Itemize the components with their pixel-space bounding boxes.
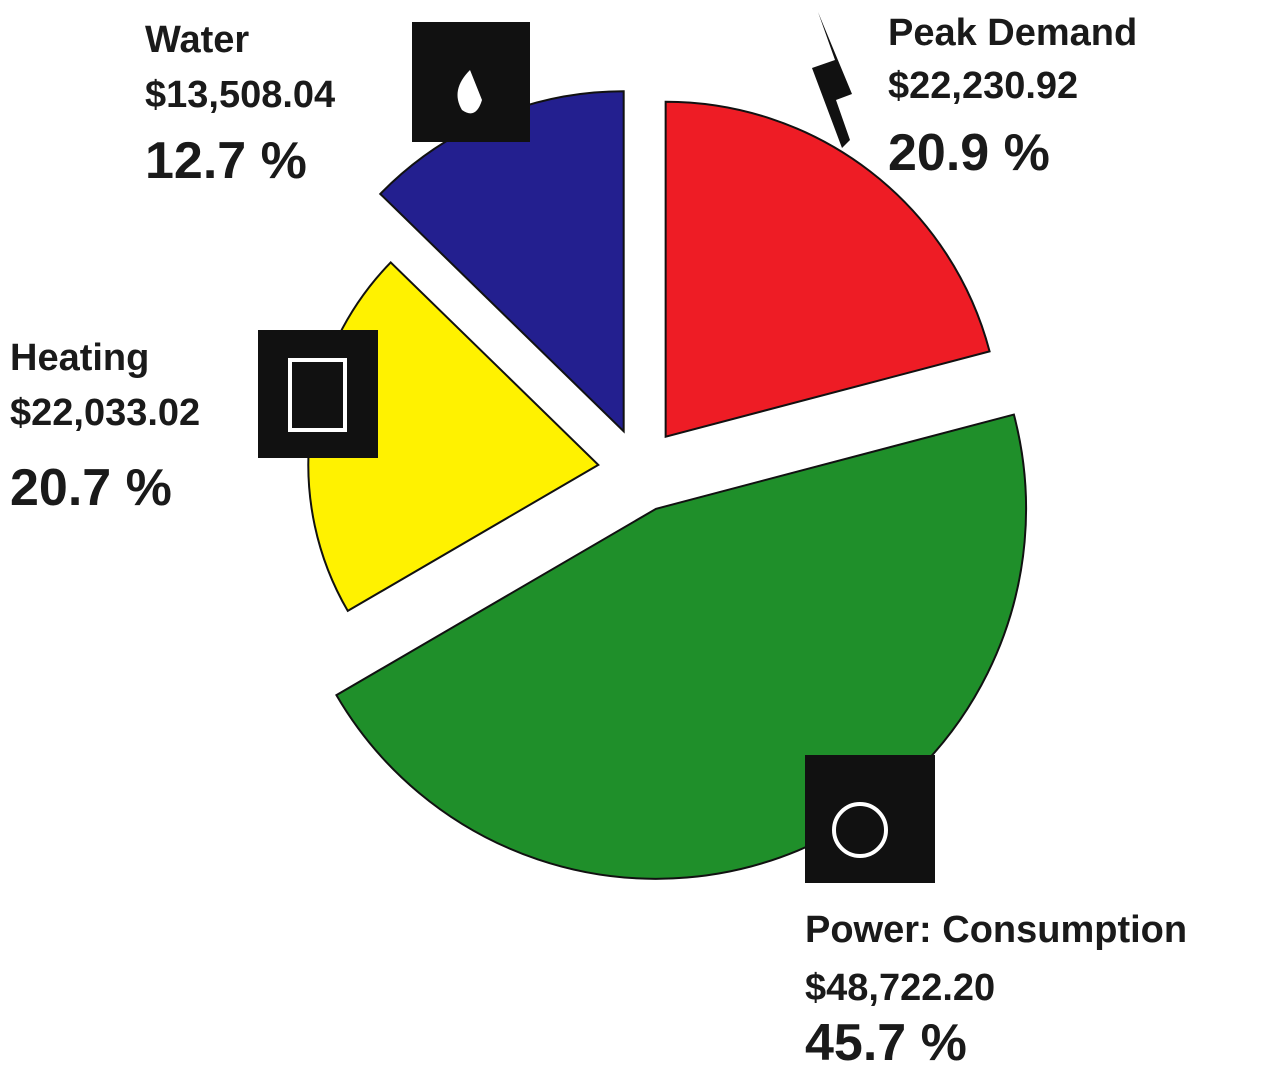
water-drop <box>457 70 482 114</box>
icons <box>258 12 935 883</box>
power-icon <box>805 755 935 883</box>
slice-amount: $13,508.04 <box>145 74 335 116</box>
slice-amount: $22,033.02 <box>10 392 200 434</box>
heating-radiator <box>288 358 347 432</box>
slice-name: Heating <box>10 337 149 379</box>
slice-amount: $22,230.92 <box>888 65 1078 107</box>
slice-percent: 20.7 % <box>10 459 172 517</box>
slice-amount: $48,722.20 <box>805 967 995 1009</box>
power-plug <box>832 802 888 858</box>
slice-percent: 45.7 % <box>805 1014 967 1070</box>
slice-name: Peak Demand <box>888 12 1137 54</box>
slice-percent: 20.9 % <box>888 124 1050 182</box>
lightning-icon <box>812 12 852 148</box>
slice-name: Water <box>145 19 249 61</box>
slice-percent: 12.7 % <box>145 132 307 190</box>
heating-icon <box>258 330 378 458</box>
pie-slice <box>664 100 991 439</box>
slice-name: Power: Consumption <box>805 909 1187 951</box>
